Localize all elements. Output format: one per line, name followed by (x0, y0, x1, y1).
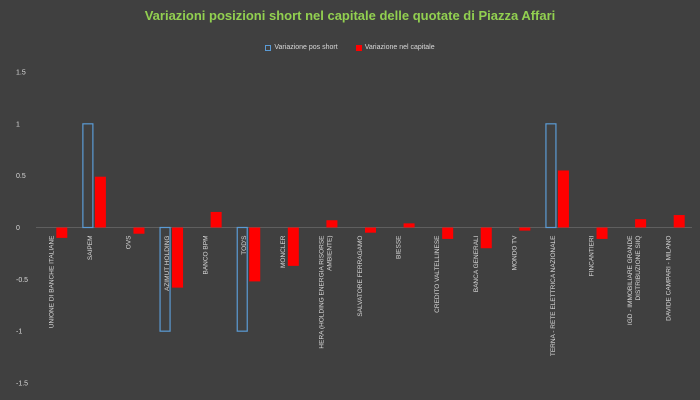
x-category-label-line: AMBIENTE) (326, 236, 333, 271)
y-tick-label: -0.5 (16, 277, 28, 284)
x-category-label: OVS (125, 235, 132, 249)
x-category-label: IGD - IMMOBILIARE GRANDEDISTRIBUZIONE SI… (627, 235, 642, 325)
bar-variazione-nel-capitale (133, 227, 145, 234)
bar-variazione-nel-capitale (480, 227, 492, 249)
bar-variazione-nel-capitale (442, 227, 454, 239)
bar-variazione-nel-capitale (596, 227, 608, 239)
x-category-label-line: BIESSE (396, 235, 403, 259)
x-category-label-line: FINCANTIERI (589, 235, 596, 276)
x-category-label: MONDO TV (511, 235, 518, 271)
y-tick-label: 1 (16, 121, 20, 128)
x-category-label: BANCA GENERALI (473, 235, 480, 292)
x-category-label-line: DISTRIBUZIONE SIIQ (635, 236, 642, 301)
y-tick-label: -1.5 (16, 381, 28, 388)
bar-variazione-nel-capitale (635, 219, 647, 228)
x-category-label: BANCO BPM (203, 236, 210, 275)
x-category-label-line: MONCLER (280, 235, 287, 268)
bar-variazione-nel-capitale (673, 215, 685, 228)
x-category-label-line: CREDITO VALTELLINESE (434, 235, 441, 313)
x-category-label-line: TOD'S (241, 235, 248, 255)
x-category-label-line: IGD - IMMOBILIARE GRANDE (627, 235, 634, 325)
x-category-label: AZIMUT HOLDING (164, 236, 171, 292)
x-category-label-line: SALVATORE FERRAGAMO (357, 236, 364, 317)
bar-variazione-nel-capitale (94, 176, 106, 228)
bar-variazione-pos-short (159, 226, 171, 332)
x-category-label-line: MONDO TV (511, 235, 518, 271)
x-category-label-line: BANCO BPM (203, 236, 210, 275)
x-category-label-line: DAVIDE CAMPARI - MILANO (666, 236, 673, 321)
x-category-label: BIESSE (396, 235, 403, 259)
x-category-label: DAVIDE CAMPARI - MILANO (666, 236, 673, 321)
y-tick-label: 0 (16, 225, 20, 232)
x-category-label: FINCANTIERI (589, 235, 596, 276)
legend-swatch-capitale (355, 44, 362, 51)
x-category-label: TERNA - RETE ELETTRICA NAZIONALE (550, 235, 557, 356)
bar-variazione-nel-capitale (557, 170, 569, 228)
legend-label-capitale: Variazione nel capitale (364, 44, 435, 51)
x-category-label: SAIPEM (87, 236, 94, 261)
bar-variazione-nel-capitale (249, 227, 261, 282)
bar-variazione-nel-capitale (56, 227, 68, 238)
bar-variazione-pos-short (236, 226, 248, 332)
x-category-label: CREDITO VALTELLINESE (434, 235, 441, 313)
bar-variazione-nel-capitale (287, 227, 299, 266)
y-tick-label: 1.5 (16, 70, 26, 77)
x-category-label: SALVATORE FERRAGAMO (357, 236, 364, 317)
legend-label-short: Variazione pos short (274, 44, 338, 51)
x-category-label-line: OVS (125, 235, 132, 249)
x-category-label-line: UNIONE DI BANCHE ITALIANE (48, 235, 55, 328)
bar-variazione-nel-capitale (365, 227, 376, 233)
bar-variazione-pos-short (545, 123, 557, 229)
x-category-label-line: HERA (HOLDING ENERGIA RISORSE (318, 235, 325, 349)
chart-title: Variazioni posizioni short nel capitale … (144, 8, 556, 23)
x-category-label-line: TERNA - RETE ELETTRICA NAZIONALE (550, 235, 557, 356)
legend-swatch-short (265, 44, 272, 51)
x-category-label-line: AZIMUT HOLDING (164, 236, 171, 292)
bar-variazione-nel-capitale (172, 227, 184, 288)
y-tick-label: -1 (16, 329, 22, 336)
x-category-label: TOD'S (241, 235, 248, 255)
legend-item-short: Variazione pos short (265, 44, 338, 51)
bar-variazione-nel-capitale (403, 223, 415, 228)
bar-variazione-pos-short (82, 123, 94, 229)
bar-variazione-nel-capitale (326, 220, 338, 228)
y-tick-label: 0.5 (16, 173, 26, 180)
x-category-label: HERA (HOLDING ENERGIA RISORSEAMBIENTE) (318, 235, 333, 349)
bar-variazione-nel-capitale (210, 211, 222, 228)
x-category-label: UNIONE DI BANCHE ITALIANE (48, 235, 55, 328)
x-category-label-line: SAIPEM (87, 236, 94, 261)
legend: Variazione pos short Variazione nel capi… (0, 44, 700, 51)
x-category-label-line: BANCA GENERALI (473, 235, 480, 292)
legend-item-capitale: Variazione nel capitale (355, 44, 435, 51)
x-category-label: MONCLER (280, 235, 287, 268)
bar-variazione-nel-capitale (519, 227, 531, 231)
